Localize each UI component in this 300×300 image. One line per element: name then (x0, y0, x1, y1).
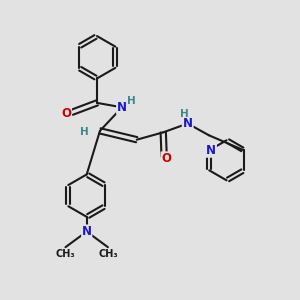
Text: H: H (127, 96, 136, 106)
Text: H: H (80, 127, 89, 137)
Text: N: N (82, 225, 92, 238)
Text: H: H (180, 109, 189, 119)
Text: O: O (161, 152, 172, 165)
Text: N: N (183, 117, 193, 130)
Text: N: N (117, 101, 127, 114)
Text: CH₃: CH₃ (98, 249, 118, 259)
Text: O: O (61, 107, 71, 120)
Text: N: N (206, 144, 216, 157)
Text: CH₃: CH₃ (56, 249, 75, 259)
